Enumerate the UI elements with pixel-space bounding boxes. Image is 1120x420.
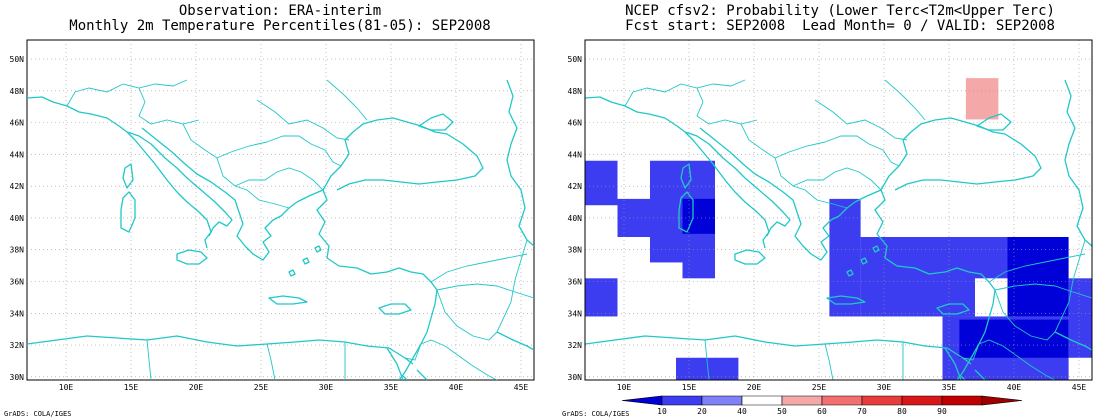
probability-cell-blue_dark bbox=[1007, 237, 1069, 317]
left-map-gridlines bbox=[27, 40, 534, 380]
right-lon-tick-35E: 35E bbox=[942, 383, 957, 392]
right-credit: GrADS: COLA/IGES bbox=[562, 410, 630, 418]
probability-cell-pink bbox=[965, 78, 999, 120]
right-lon-tick-20E: 20E bbox=[747, 383, 762, 392]
left-credit: GrADS: COLA/IGES bbox=[4, 410, 72, 418]
right-lat-tick-50N: 50N bbox=[568, 55, 583, 64]
right-title-line1: NCEP cfsv2: Probability (Lower Terc<T2m<… bbox=[625, 3, 1055, 19]
left-lon-tick-40E: 40E bbox=[449, 383, 464, 392]
colorbar-label-80: 80 bbox=[897, 407, 907, 416]
right-map-gridlines bbox=[585, 40, 1092, 380]
probability-cell-blue_light bbox=[676, 357, 739, 380]
probability-cell-blue_light bbox=[860, 237, 975, 317]
right-lon-tick-15E: 15E bbox=[682, 383, 697, 392]
probability-cell-blue_light bbox=[585, 160, 618, 206]
left-lat-tick-44N: 44N bbox=[10, 150, 25, 159]
probability-cell-blue_dark bbox=[959, 319, 1069, 358]
colorbar-swatch bbox=[741, 395, 783, 406]
left-lat-tick-38N: 38N bbox=[10, 246, 25, 255]
right-lon-tick-25E: 25E bbox=[812, 383, 827, 392]
left-lon-tick-35E: 35E bbox=[384, 383, 399, 392]
probability-cell-blue_dark bbox=[682, 198, 715, 234]
left-lat-tick-48N: 48N bbox=[10, 87, 25, 96]
colorbar-label-40: 40 bbox=[737, 407, 747, 416]
left-lat-tick-36N: 36N bbox=[10, 277, 25, 286]
colorbar-label-10: 10 bbox=[657, 407, 667, 416]
right-lon-tick-30E: 30E bbox=[877, 383, 892, 392]
left-map-title: Observation: ERA-interim Monthly 2m Tempe… bbox=[0, 4, 560, 34]
right-lat-tick-30N: 30N bbox=[568, 373, 583, 382]
right-lat-tick-32N: 32N bbox=[568, 341, 583, 350]
right-lat-tick-40N: 40N bbox=[568, 214, 583, 223]
right-lat-tick-44N: 44N bbox=[568, 150, 583, 159]
colorbar-label-50: 50 bbox=[777, 407, 787, 416]
left-lon-tick-30E: 30E bbox=[319, 383, 334, 392]
right-lon-tick-40E: 40E bbox=[1007, 383, 1022, 392]
right-lat-tick-38N: 38N bbox=[568, 246, 583, 255]
colorbar-label-20: 20 bbox=[697, 407, 707, 416]
colorbar-swatch bbox=[781, 395, 823, 406]
left-map-frame bbox=[26, 39, 535, 381]
right-lon-tick-10E: 10E bbox=[617, 383, 632, 392]
probability-cell-blue_light bbox=[829, 198, 861, 317]
right-lon-tick-45E: 45E bbox=[1072, 383, 1087, 392]
left-lat-tick-30N: 30N bbox=[10, 373, 25, 382]
colorbar-swatch bbox=[861, 395, 903, 406]
colorbar-swatch bbox=[941, 395, 983, 406]
probability-cell-blue_light bbox=[682, 237, 715, 279]
colorbar-swatch bbox=[981, 395, 1023, 406]
probability-colorbar: 10 20 40 50 60 70 80 90 bbox=[621, 395, 1023, 416]
left-lon-tick-25E: 25E bbox=[254, 383, 269, 392]
left-lat-tick-50N: 50N bbox=[10, 55, 25, 64]
colorbar-swatch bbox=[701, 395, 743, 406]
left-lat-tick-42N: 42N bbox=[10, 182, 25, 191]
right-map-panel: 10E 15E 20E 25E 30E 35E 40E 45E 30N 32N 34N 36N 38N 4… bbox=[568, 39, 1093, 392]
colorbar-swatch bbox=[901, 395, 943, 406]
probability-cell-blue_light bbox=[1068, 278, 1092, 358]
left-title-line1: Observation: ERA-interim bbox=[178, 3, 382, 19]
colorbar-label-70: 70 bbox=[857, 407, 867, 416]
colorbar-swatch bbox=[661, 395, 703, 406]
colorbar-swatch bbox=[621, 395, 663, 406]
right-lat-tick-36N: 36N bbox=[568, 277, 583, 286]
right-map-title: NCEP cfsv2: Probability (Lower Terc<T2m<… bbox=[560, 4, 1120, 34]
left-map-panel: 10E 15E 20E 25E 30E 35E 40E 45E 30N 32N 34N 36N 38N 4… bbox=[10, 39, 535, 392]
left-lon-tick-15E: 15E bbox=[124, 383, 139, 392]
left-lat-tick-32N: 32N bbox=[10, 341, 25, 350]
left-lon-tick-10E: 10E bbox=[59, 383, 74, 392]
left-map-ticks: 10E 15E 20E 25E 30E 35E 40E 45E 30N 32N 34N 36N 38N 4… bbox=[10, 55, 529, 392]
right-title-line2: Fcst start: SEP2008 Lead Month= 0 / VALI… bbox=[625, 18, 1055, 34]
colorbar-label-60: 60 bbox=[817, 407, 827, 416]
right-map-frame bbox=[584, 39, 1093, 381]
colorbar-label-90: 90 bbox=[937, 407, 947, 416]
right-lat-tick-48N: 48N bbox=[568, 87, 583, 96]
left-lat-tick-34N: 34N bbox=[10, 309, 25, 318]
left-lon-tick-45E: 45E bbox=[514, 383, 529, 392]
left-title-line2: Monthly 2m Temperature Percentiles(81-05… bbox=[69, 18, 491, 34]
left-lat-tick-46N: 46N bbox=[10, 119, 25, 128]
right-lat-tick-34N: 34N bbox=[568, 309, 583, 318]
right-lat-tick-42N: 42N bbox=[568, 182, 583, 191]
left-lon-tick-20E: 20E bbox=[189, 383, 204, 392]
right-lat-tick-46N: 46N bbox=[568, 119, 583, 128]
probability-cell-blue_light bbox=[585, 278, 618, 317]
left-lat-tick-40N: 40N bbox=[10, 214, 25, 223]
colorbar-swatch bbox=[821, 395, 863, 406]
right-map-ticks: 10E 15E 20E 25E 30E 35E 40E 45E 30N 32N 34N 36N 38N 4… bbox=[568, 55, 1087, 392]
